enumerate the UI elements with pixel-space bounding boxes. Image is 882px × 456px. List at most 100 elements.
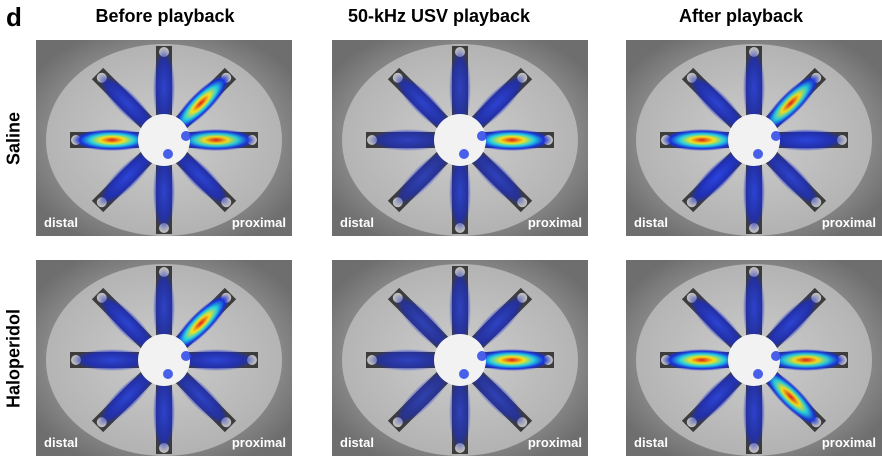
maze-arm — [756, 142, 827, 213]
heat-blob — [662, 349, 742, 371]
maze-arm — [166, 67, 237, 138]
maze-arm — [472, 129, 554, 151]
maze-arm — [449, 266, 471, 348]
heat-blob — [743, 268, 765, 348]
maze-arm — [91, 142, 162, 213]
maze-arm — [166, 287, 237, 358]
heat-blob — [472, 349, 552, 371]
maze-arm — [176, 349, 258, 371]
maze-arm — [387, 362, 458, 433]
heat-blob — [467, 147, 527, 207]
heat-spot — [163, 149, 173, 159]
heat-blob — [393, 147, 453, 207]
maze-arm — [681, 362, 752, 433]
maze-arm — [756, 67, 827, 138]
distal-label: distal — [634, 435, 668, 450]
maze-arm — [387, 287, 458, 358]
heat-blob — [743, 152, 765, 232]
row-label-haloperidol: Haloperidol — [3, 309, 24, 409]
heat-blob — [687, 73, 747, 133]
heat-blob — [153, 268, 175, 348]
proximal-label: proximal — [231, 215, 286, 230]
maze-arm — [472, 349, 554, 371]
maze-arm — [681, 287, 752, 358]
maze-arm — [166, 362, 237, 433]
maze-arm — [176, 129, 258, 151]
heat-spot — [459, 369, 469, 379]
heat-blob — [393, 73, 453, 133]
heat-blob — [72, 349, 152, 371]
heat-blob — [761, 367, 821, 427]
heat-blob — [467, 73, 527, 133]
heat-blob — [766, 129, 846, 151]
maze-arm — [449, 152, 471, 234]
heat-blob — [176, 349, 256, 371]
heat-blob — [97, 73, 157, 133]
panel-letter: d — [6, 2, 22, 32]
heat-blob — [368, 349, 448, 371]
row-label-saline: Saline — [3, 111, 24, 166]
heat-blob — [743, 372, 765, 452]
distal-label: distal — [44, 435, 78, 450]
maze-arm — [681, 142, 752, 213]
heat-blob — [449, 372, 471, 452]
heat-blob — [449, 268, 471, 348]
heat-blob — [97, 147, 157, 207]
heat-blob — [368, 129, 448, 151]
heat-blob — [97, 367, 157, 427]
heat-blob — [761, 147, 821, 207]
maze-center — [434, 334, 486, 386]
heatmap-saline-playback: distal proximal — [332, 40, 588, 236]
heat-blob — [467, 367, 527, 427]
heat-spot — [771, 351, 781, 361]
heat-blob — [687, 367, 747, 427]
heat-blob — [687, 147, 747, 207]
distal-label: distal — [634, 215, 668, 230]
heat-spot — [753, 149, 763, 159]
heat-blob — [393, 367, 453, 427]
column-title-during: 50-kHz USV playback — [347, 6, 531, 26]
heat-blob — [766, 349, 846, 371]
proximal-label: proximal — [821, 435, 876, 450]
maze-arm — [449, 46, 471, 128]
maze-arm — [462, 287, 533, 358]
heat-blob — [467, 293, 527, 353]
maze-arm — [91, 67, 162, 138]
maze-arm — [743, 372, 765, 454]
heat-blob — [176, 129, 256, 151]
maze-center — [138, 334, 190, 386]
heat-spot — [753, 369, 763, 379]
maze-arm — [766, 349, 848, 371]
proximal-label: proximal — [821, 215, 876, 230]
maze-arm — [756, 287, 827, 358]
distal-label: distal — [340, 435, 374, 450]
maze-arm — [462, 67, 533, 138]
heatmap-haloperidol-before: distal proximal — [36, 260, 292, 456]
maze-arm — [387, 142, 458, 213]
maze-arm — [70, 129, 152, 151]
column-title-after: After playback — [678, 6, 804, 26]
maze-arm — [153, 372, 175, 454]
heatmap-haloperidol-playback: distal proximal — [332, 260, 588, 456]
maze-arm — [91, 362, 162, 433]
proximal-label: proximal — [231, 435, 286, 450]
maze-arm — [166, 142, 237, 213]
maze-center — [434, 114, 486, 166]
maze-arm — [681, 67, 752, 138]
maze-center — [728, 114, 780, 166]
maze-arm — [153, 266, 175, 348]
distal-label: distal — [44, 215, 78, 230]
heat-spot — [181, 351, 191, 361]
maze-arm — [743, 152, 765, 234]
heat-blob — [743, 48, 765, 128]
maze-arm — [766, 129, 848, 151]
heat-blob — [449, 48, 471, 128]
heat-blob — [97, 293, 157, 353]
heat-blob — [761, 73, 821, 133]
maze-arm — [366, 349, 448, 371]
heat-blob — [171, 73, 231, 133]
heat-spot — [163, 369, 173, 379]
heat-spot — [771, 131, 781, 141]
maze-arm — [366, 129, 448, 151]
maze-arm — [743, 266, 765, 348]
